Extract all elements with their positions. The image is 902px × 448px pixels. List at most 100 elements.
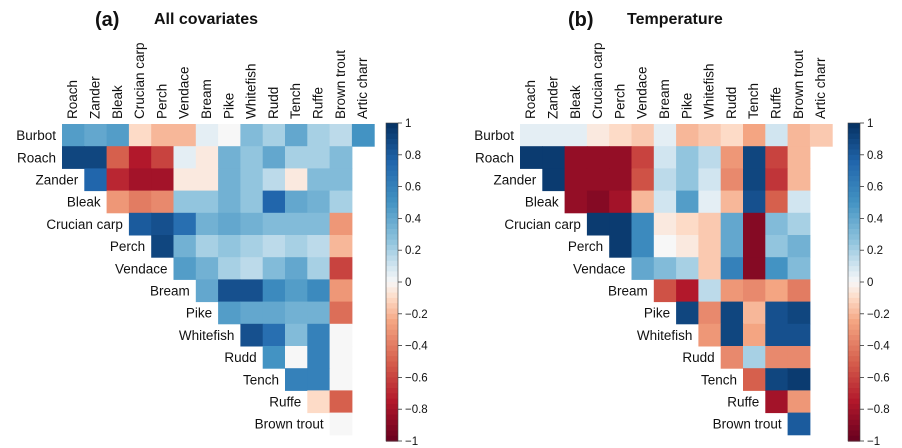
- heatmap-cell-crucian-carp-rudd: [262, 212, 286, 236]
- colorbar-segment: [848, 324, 860, 331]
- colorbar-segment: [386, 229, 398, 235]
- heatmap-cell-bream-whitefish: [698, 279, 722, 303]
- colorbar-segment: [386, 244, 398, 251]
- heatmap-cell-roach-crucian-carp: [128, 146, 152, 169]
- column-label-vendace: Vendace: [635, 66, 650, 119]
- colorbar-segment: [848, 234, 860, 241]
- colorbar-segment: [386, 382, 398, 389]
- heatmap-cell-burbot-perch: [609, 124, 632, 147]
- row-label-whitefish: Whitefish: [637, 328, 693, 343]
- colorbar-tick-label: −0.6: [867, 372, 890, 384]
- heatmap-cell-perch-vendace: [631, 235, 655, 258]
- heatmap-cell-zander-crucian-carp: [586, 168, 610, 192]
- colorbar-segment: [386, 202, 398, 209]
- heatmap-cell-roach-vendace: [631, 146, 655, 169]
- heatmap-cell-zander-rudd: [262, 168, 286, 192]
- heatmap-cell-pike-brown-trout: [787, 301, 811, 325]
- heatmap-cell-bream-brown-trout: [329, 279, 353, 303]
- heatmap-cell-vendace-pike: [676, 257, 699, 280]
- colorbar-segment: [386, 345, 398, 352]
- colorbar-segment: [848, 393, 860, 400]
- heatmap-cell-perch-pike: [676, 235, 699, 258]
- column-label-brown-trout: Brown trout: [791, 50, 806, 119]
- heatmap-cell-roach-bleak: [106, 146, 130, 169]
- colorbar-segment: [848, 409, 860, 416]
- heatmap-cell-roach-pike: [676, 146, 699, 169]
- heatmap-cell-bleak-whitefish: [240, 190, 264, 214]
- heatmap-cell-burbot-bleak: [564, 124, 588, 147]
- heatmap-cell-bleak-vendace: [173, 190, 197, 214]
- heatmap-cell-roach-brown-trout: [787, 146, 811, 169]
- panel-b-letter: (b): [568, 9, 594, 31]
- colorbar-segment: [848, 181, 860, 188]
- colorbar-segment: [848, 276, 860, 283]
- heatmap-cell-roach-roach: [62, 146, 85, 169]
- heatmap-cell-burbot-tench: [743, 124, 766, 147]
- heatmap-cell-bleak-brown-trout: [329, 190, 353, 214]
- colorbar-segment: [386, 282, 398, 288]
- colorbar-tick-label: −0.8: [405, 404, 428, 416]
- heatmap-cell-perch-tench: [285, 235, 308, 258]
- row-label-perch: Perch: [110, 239, 145, 254]
- colorbar-tick-label: −0.6: [405, 372, 428, 384]
- colorbar-segment: [386, 414, 398, 421]
- column-label-crucian-carp: Crucian carp: [590, 42, 605, 119]
- colorbar-segment: [386, 260, 398, 267]
- colorbar-segment: [848, 319, 860, 325]
- row-label-burbot: Burbot: [474, 128, 514, 143]
- colorbar-segment: [848, 287, 860, 294]
- heatmap-cell-tench-ruffe: [307, 368, 331, 391]
- colorbar-tick-label: −0.4: [867, 341, 890, 353]
- colorbar-segment: [386, 329, 398, 336]
- colorbar-segment: [848, 154, 860, 161]
- colorbar-segment: [848, 419, 860, 426]
- row-label-vendace: Vendace: [573, 261, 626, 276]
- heatmap-cell-burbot-ruffe: [307, 124, 331, 147]
- colorbar-segment: [386, 435, 398, 442]
- heatmap-cell-perch-perch: [151, 235, 174, 258]
- heatmap-cell-bream-ruffe: [765, 279, 789, 303]
- column-label-bleak: Bleak: [568, 85, 583, 119]
- colorbar-segment: [848, 297, 860, 304]
- heatmap-cell-ruffe-brown-trout: [787, 390, 811, 414]
- heatmap-cell-whitefish-brown-trout: [329, 323, 353, 347]
- heatmap-cell-burbot-zander: [84, 124, 108, 147]
- heatmap-cell-crucian-carp-bream: [195, 212, 219, 236]
- heatmap-cell-bream-rudd: [262, 279, 286, 303]
- colorbar-segment: [848, 271, 860, 278]
- colorbar-tick-label: −0.2: [867, 309, 890, 321]
- heatmap-cell-rudd-rudd: [720, 346, 744, 369]
- colorbar-segment: [386, 255, 398, 262]
- heatmap-cell-perch-brown-trout: [329, 235, 353, 258]
- heatmap-cell-roach-perch: [151, 146, 174, 169]
- heatmap-cell-brown-trout-brown-trout: [329, 412, 353, 436]
- heatmap-cell-rudd-rudd: [262, 346, 286, 369]
- colorbar-segment: [848, 425, 860, 431]
- heatmap-cell-rudd-ruffe: [765, 346, 789, 369]
- colorbar-segment: [848, 335, 860, 341]
- heatmap-cell-vendace-brown-trout: [787, 257, 811, 280]
- heatmap-cell-perch-rudd: [720, 235, 744, 258]
- heatmap-cell-bream-whitefish: [240, 279, 264, 303]
- panel-a-all-covariates: (a) All covariates Roach Zander Bleak Cruci…: [16, 9, 428, 448]
- colorbar-segment: [386, 313, 398, 320]
- heatmap-cell-bleak-crucian-carp: [586, 190, 610, 214]
- colorbar-segment: [386, 133, 398, 140]
- heatmap-cell-roach-bream: [195, 146, 219, 169]
- heatmap-cell-perch-tench: [743, 235, 766, 258]
- heatmap-cell-pike-pike: [218, 301, 241, 325]
- heatmap-cell-bleak-perch: [609, 190, 632, 214]
- heatmap-cell-roach-zander: [542, 146, 566, 169]
- heatmap-cell-perch-whitefish: [240, 235, 264, 258]
- heatmap-cell-burbot-rudd: [720, 124, 744, 147]
- heatmap-cell-zander-whitefish: [698, 168, 722, 192]
- heatmap-cell-zander-pike: [676, 168, 699, 192]
- heatmap-cell-burbot-bream: [195, 124, 219, 147]
- heatmap-cell-crucian-carp-crucian-carp: [128, 212, 152, 236]
- heatmap-cell-tench-brown-trout: [787, 368, 811, 391]
- colorbar-tick-label: 0: [867, 277, 873, 289]
- heatmap-cell-burbot-perch: [151, 124, 174, 147]
- column-label-artic-charr: Artic charr: [813, 57, 828, 119]
- row-label-pike: Pike: [186, 306, 212, 321]
- heatmap-cell-burbot-brown-trout: [329, 124, 353, 147]
